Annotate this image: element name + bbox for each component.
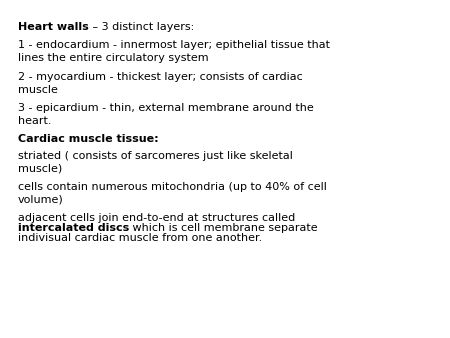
Text: which is cell membrane separate: which is cell membrane separate	[129, 223, 318, 233]
Text: 3 - epicardium - thin, external membrane around the
heart.: 3 - epicardium - thin, external membrane…	[18, 103, 314, 126]
Text: striated ( consists of sarcomeres just like skeletal
muscle): striated ( consists of sarcomeres just l…	[18, 151, 293, 174]
Text: indivisual cardiac muscle from one another.: indivisual cardiac muscle from one anoth…	[18, 233, 262, 243]
Text: intercalated discs: intercalated discs	[18, 223, 129, 233]
Text: – 3 distinct layers:: – 3 distinct layers:	[89, 22, 194, 32]
Text: 2 - myocardium - thickest layer; consists of cardiac
muscle: 2 - myocardium - thickest layer; consist…	[18, 72, 303, 95]
Text: adjacent cells join end-to-end at structures called: adjacent cells join end-to-end at struct…	[18, 213, 295, 223]
Text: 1 - endocardium - innermost layer; epithelial tissue that
lines the entire circu: 1 - endocardium - innermost layer; epith…	[18, 40, 330, 63]
Text: Heart walls: Heart walls	[18, 22, 89, 32]
Text: Cardiac muscle tissue:: Cardiac muscle tissue:	[18, 134, 158, 144]
Text: cells contain numerous mitochondria (up to 40% of cell
volume): cells contain numerous mitochondria (up …	[18, 182, 327, 205]
